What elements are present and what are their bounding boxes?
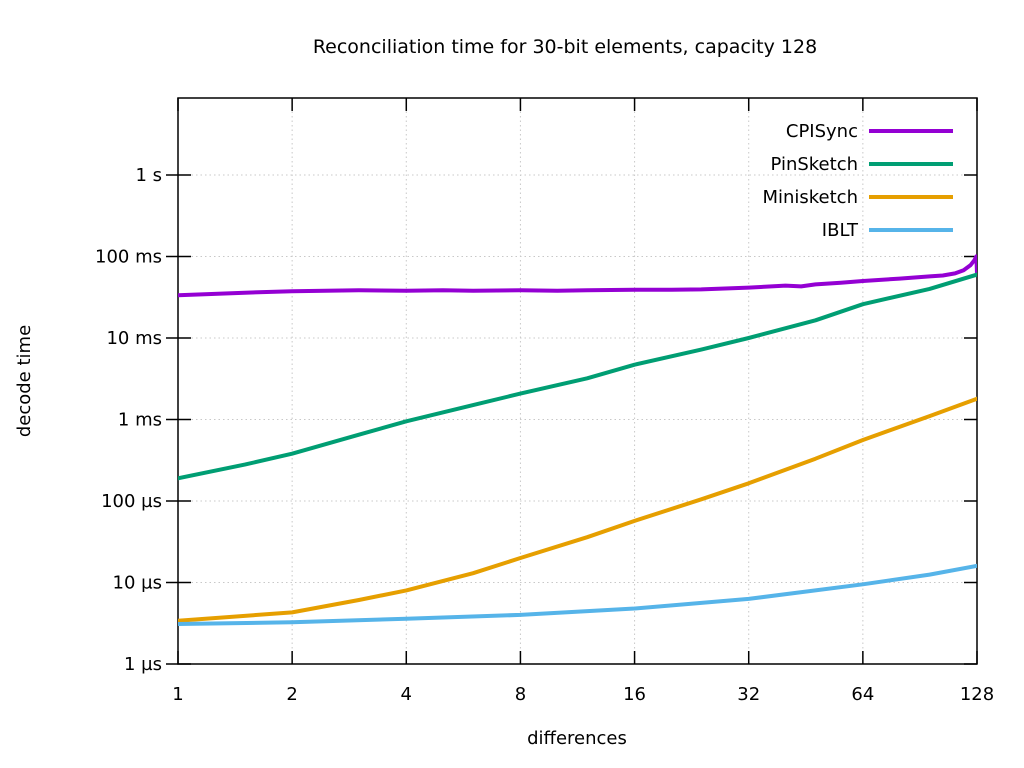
plot-border	[177, 97, 978, 665]
x-tick-label: 32	[737, 684, 760, 705]
legend-label: IBLT	[822, 220, 859, 241]
x-tick-label: 8	[515, 684, 526, 705]
x-tick-label: 4	[401, 684, 412, 705]
x-tick-label: 128	[960, 684, 994, 705]
legend-item-pinsketch: PinSketch	[770, 154, 953, 175]
y-tick-label: 100 µs	[101, 491, 162, 512]
axis-layer: 1 2 4 8 16 32 64 128 1 µs 10 µs 100 µs 1 ms 10 ms 100…	[95, 97, 994, 705]
y-tick-label: 10 ms	[106, 328, 162, 349]
y-tick-label: 1 ms	[118, 410, 162, 431]
legend: CPISync PinSketch Minisketch IBLT	[762, 121, 953, 241]
x-tick-label: 64	[851, 684, 874, 705]
y-tick-label: 1 µs	[124, 654, 162, 675]
legend-label: CPISync	[786, 121, 858, 142]
x-tick-label: 16	[623, 684, 646, 705]
legend-item-cpisync: CPISync	[786, 121, 953, 142]
y-tick-label: 100 ms	[95, 247, 162, 268]
y-axis-label: decode time	[14, 325, 35, 437]
legend-label: Minisketch	[762, 187, 858, 208]
series-layer	[178, 254, 977, 626]
y-tick-label: 10 µs	[113, 573, 162, 594]
legend-item-iblt: IBLT	[822, 220, 953, 241]
y-tick-label: 1 s	[135, 165, 162, 186]
chart-title: Reconciliation time for 30-bit elements,…	[313, 36, 817, 58]
x-axis-label: differences	[527, 728, 627, 749]
series-pinsketch	[178, 272, 977, 481]
series-minisketch	[178, 396, 977, 623]
x-tick-label: 2	[286, 684, 297, 705]
series-iblt	[178, 563, 977, 626]
series-cpisync	[178, 254, 977, 298]
x-tick-label: 1	[172, 684, 183, 705]
legend-item-minisketch: Minisketch	[762, 187, 953, 208]
legend-label: PinSketch	[770, 154, 858, 175]
